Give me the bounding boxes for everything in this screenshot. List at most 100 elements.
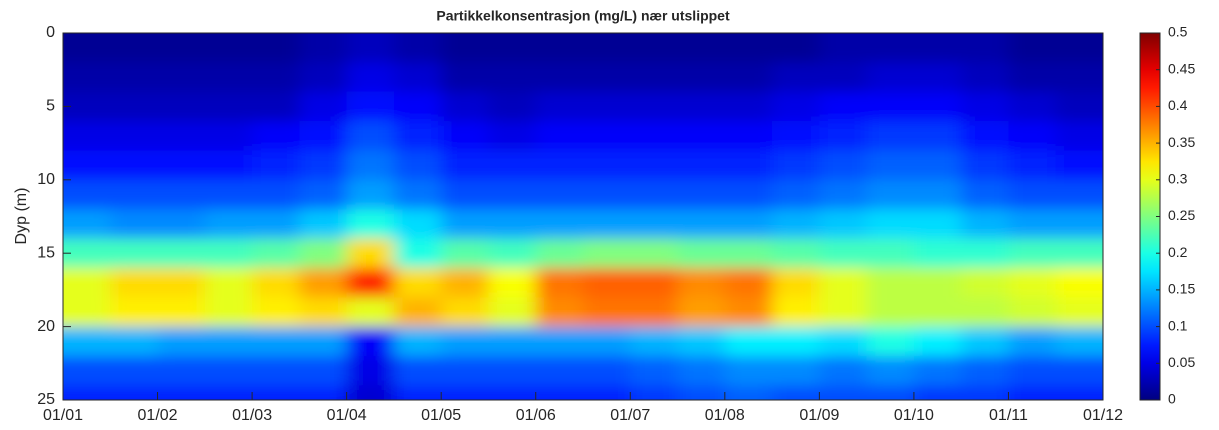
heat-cell bbox=[535, 297, 584, 328]
heat-cell bbox=[204, 179, 253, 210]
heat-cell bbox=[299, 297, 348, 328]
heat-cell bbox=[819, 150, 868, 181]
heat-cell bbox=[866, 326, 915, 357]
heat-cell bbox=[393, 385, 442, 400]
heat-cell bbox=[866, 150, 915, 181]
heat-cell bbox=[204, 121, 253, 151]
heat-cell bbox=[441, 62, 489, 93]
heat-cell bbox=[63, 385, 111, 400]
heat-cell bbox=[488, 385, 537, 400]
heat-cell bbox=[961, 326, 1009, 357]
heat-cell bbox=[819, 209, 868, 240]
heat-cell bbox=[488, 150, 537, 181]
y-tick-label: 10 bbox=[37, 171, 55, 188]
heat-cell bbox=[535, 238, 584, 269]
heat-cell bbox=[252, 62, 300, 93]
heat-cell bbox=[583, 326, 631, 357]
heat-cell bbox=[346, 267, 395, 298]
colorbar-tick-label: 0.35 bbox=[1168, 134, 1195, 150]
heat-cell bbox=[819, 297, 868, 328]
heat-cell bbox=[441, 297, 489, 328]
heat-cell bbox=[441, 326, 489, 357]
heat-cell bbox=[204, 62, 253, 93]
heat-cell bbox=[772, 385, 820, 400]
heat-cell bbox=[961, 355, 1009, 386]
heat-cell bbox=[157, 385, 206, 400]
heat-cell bbox=[299, 179, 348, 210]
heat-cell bbox=[677, 297, 726, 328]
heat-cell bbox=[346, 209, 395, 240]
heat-cell bbox=[535, 267, 584, 298]
heat-cell bbox=[1008, 91, 1057, 122]
heat-cell bbox=[677, 179, 726, 210]
heat-cell bbox=[1008, 179, 1057, 210]
x-tick-label: 01/12 bbox=[1083, 407, 1123, 424]
heat-cell bbox=[299, 150, 348, 181]
heat-cell bbox=[441, 91, 489, 122]
y-tick-label: 5 bbox=[46, 98, 55, 115]
heat-cell bbox=[1008, 297, 1057, 328]
heat-cell bbox=[1055, 91, 1103, 122]
heat-cell bbox=[772, 91, 820, 122]
heat-cell bbox=[772, 150, 820, 181]
heat-cell bbox=[677, 33, 726, 63]
heat-cell bbox=[677, 385, 726, 400]
heat-cell bbox=[630, 179, 679, 210]
heat-cell bbox=[63, 150, 111, 181]
heat-cell bbox=[961, 385, 1009, 400]
x-tick-label: 01/04 bbox=[327, 407, 367, 424]
heat-cell bbox=[772, 209, 820, 240]
colorbar-tick-label: 0.25 bbox=[1168, 207, 1195, 223]
heat-cell bbox=[1008, 385, 1057, 400]
heat-cell bbox=[583, 385, 631, 400]
heat-cell bbox=[630, 355, 679, 386]
heat-cell bbox=[157, 297, 206, 328]
heat-cell bbox=[346, 326, 395, 357]
heat-cell bbox=[488, 209, 537, 240]
heat-cell bbox=[866, 62, 915, 93]
heat-cell bbox=[772, 326, 820, 357]
heat-cell bbox=[299, 209, 348, 240]
heat-cell bbox=[157, 326, 206, 357]
heat-cell bbox=[346, 121, 395, 151]
heat-cell bbox=[488, 326, 537, 357]
heat-cell bbox=[299, 91, 348, 122]
heat-cell bbox=[157, 238, 206, 269]
heat-cell bbox=[913, 209, 962, 240]
heat-cell bbox=[724, 150, 773, 181]
heat-cell bbox=[913, 355, 962, 386]
heat-cell bbox=[961, 238, 1009, 269]
x-tick-label: 01/02 bbox=[138, 407, 178, 424]
heat-cell bbox=[204, 385, 253, 400]
heat-cell bbox=[1008, 150, 1057, 181]
heat-cell bbox=[913, 297, 962, 328]
heat-cell bbox=[583, 355, 631, 386]
heat-cell bbox=[630, 209, 679, 240]
heat-cell bbox=[961, 33, 1009, 63]
heat-cell bbox=[819, 33, 868, 63]
heat-cell bbox=[393, 150, 442, 181]
heat-cell bbox=[772, 355, 820, 386]
heat-cell bbox=[772, 33, 820, 63]
heat-cell bbox=[677, 238, 726, 269]
heat-cell bbox=[1008, 33, 1057, 63]
heat-cell bbox=[677, 267, 726, 298]
heat-cell bbox=[252, 355, 300, 386]
heat-cell bbox=[583, 238, 631, 269]
heat-cell bbox=[866, 355, 915, 386]
heat-cell bbox=[913, 179, 962, 210]
heat-cell bbox=[157, 355, 206, 386]
heat-cell bbox=[252, 121, 300, 151]
heat-cell bbox=[677, 62, 726, 93]
heat-cell bbox=[535, 179, 584, 210]
x-tick-label: 01/08 bbox=[705, 407, 745, 424]
heat-cell bbox=[1008, 209, 1057, 240]
heat-cell bbox=[819, 355, 868, 386]
heat-cell bbox=[913, 238, 962, 269]
heat-cell bbox=[204, 297, 253, 328]
heat-cell bbox=[1055, 238, 1103, 269]
heat-cell bbox=[866, 267, 915, 298]
heat-cell bbox=[630, 267, 679, 298]
heat-cell bbox=[1055, 267, 1103, 298]
heat-cell bbox=[299, 326, 348, 357]
